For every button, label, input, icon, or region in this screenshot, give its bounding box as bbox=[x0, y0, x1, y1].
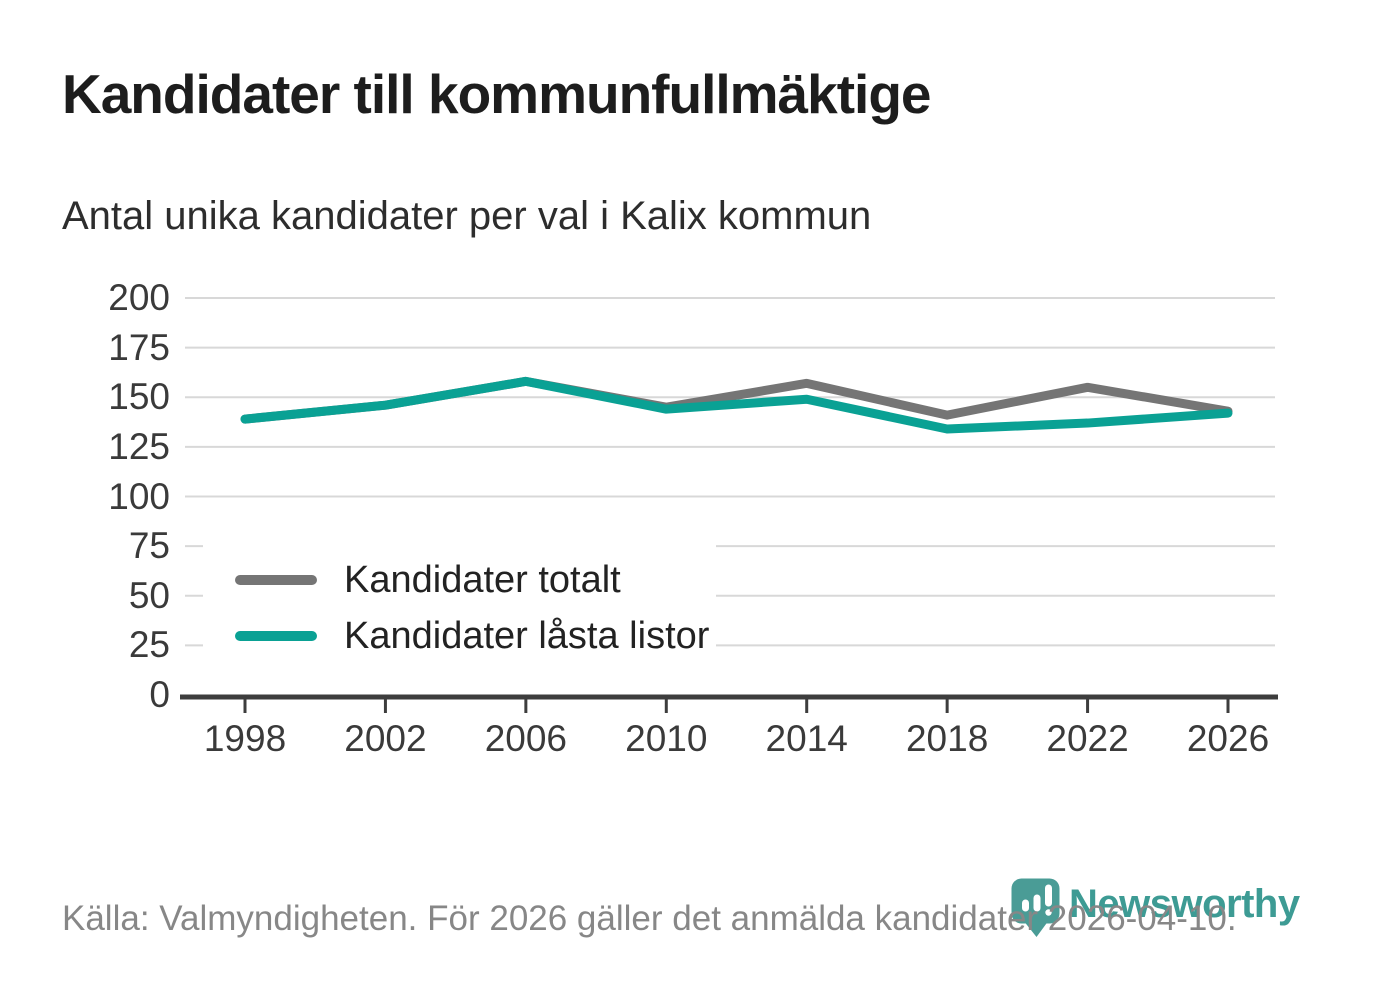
x-tick-label-2022: 2022 bbox=[1046, 718, 1129, 759]
y-tick-label-50: 50 bbox=[128, 574, 170, 616]
y-tick-label-175: 175 bbox=[108, 326, 170, 368]
x-tick-label-2014: 2014 bbox=[765, 718, 848, 759]
newsworthy-wordmark: Newsworthy bbox=[1069, 882, 1300, 926]
y-tick-label-125: 125 bbox=[108, 425, 170, 467]
legend-item-totalt: Kandidater totalt bbox=[235, 552, 716, 608]
y-tick-label-75: 75 bbox=[128, 525, 170, 567]
x-tick-label-2018: 2018 bbox=[905, 718, 989, 759]
legend-swatch-totalt bbox=[235, 575, 317, 585]
y-tick-label-200: 200 bbox=[108, 277, 170, 318]
y-tick-label-25: 25 bbox=[128, 624, 170, 666]
x-tick-label-2002: 2002 bbox=[344, 718, 427, 759]
x-tick-label-1998: 1998 bbox=[203, 718, 287, 759]
legend-item-lasta-listor: Kandidater låsta listor bbox=[235, 608, 716, 664]
x-tick-label-2010: 2010 bbox=[625, 718, 708, 759]
legend-label-totalt: Kandidater totalt bbox=[344, 558, 621, 601]
y-tick-label-100: 100 bbox=[108, 475, 170, 517]
chart-title: Kandidater till kommunfullmäktige bbox=[62, 63, 932, 125]
x-tick-label-2026: 2026 bbox=[1186, 718, 1270, 759]
source-text: Källa: Valmyndigheten. För 2026 gäller d… bbox=[62, 899, 1237, 938]
newsworthy-logo: Newsworthy bbox=[1011, 878, 1331, 950]
chart-subtitle: Antal unika kandidater per val i Kalix k… bbox=[62, 194, 872, 238]
legend-swatch-lasta-listor bbox=[235, 631, 317, 641]
y-tick-label-0: 0 bbox=[149, 674, 170, 715]
newsworthy-pin-icon bbox=[1011, 878, 1060, 937]
legend-label-lasta-listor: Kandidater låsta listor bbox=[344, 614, 710, 657]
chart-legend: Kandidater totalt Kandidater låsta listo… bbox=[203, 542, 716, 674]
x-tick-label-2006: 2006 bbox=[484, 718, 567, 759]
y-tick-label-150: 150 bbox=[108, 376, 170, 418]
series-line-1 bbox=[240, 376, 1233, 434]
